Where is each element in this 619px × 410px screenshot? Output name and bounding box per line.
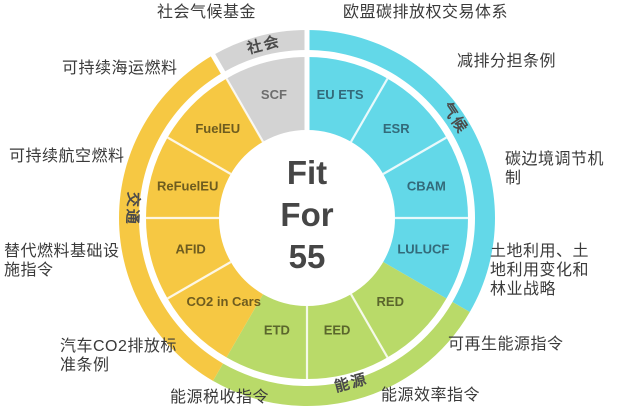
segment-label-eu-ets: EU ETS <box>317 87 364 102</box>
segment-label-afid: AFID <box>175 242 205 257</box>
segment-label-lulucf: LULUCF <box>397 242 449 257</box>
segment-label-red: RED <box>377 294 404 309</box>
segment-lulucf <box>383 218 469 299</box>
category-arc-transport <box>119 55 223 381</box>
outer-ring-gap <box>207 48 228 78</box>
segment-etd <box>226 294 307 379</box>
callout-esr: 减排分担条例 <box>457 53 557 70</box>
segment-divider <box>382 136 447 175</box>
callout-afid: 替代燃料基础设 施指令 <box>4 243 120 279</box>
callout-lulucf: 土地利用、土 地利用变化和 林业战略 <box>490 243 590 298</box>
segment-label-etd: ETD <box>264 323 290 338</box>
callout-co2-in-cars: 汽车CO2排放标 准条例 <box>60 338 177 374</box>
callout-refueleu: 可持续航空燃料 <box>9 148 125 165</box>
segment-eed <box>307 294 388 379</box>
category-arc-climate <box>307 30 495 312</box>
segment-label-co2-in-cars: CO2 in Cars <box>187 294 261 309</box>
callout-eu-ets: 欧盟碳排放权交易体系 <box>343 4 509 21</box>
segment-divider <box>167 261 232 300</box>
segment-scf <box>226 57 307 142</box>
category-label-society: 社会 <box>244 32 282 58</box>
callout-red: 可再生能源指令 <box>448 336 564 353</box>
callout-cbam: 碳边境调节机制 <box>505 151 605 187</box>
segment-divider <box>350 293 389 358</box>
callout-eed: 能源效率指令 <box>381 387 481 404</box>
segment-label-scf: SCF <box>261 87 287 102</box>
segment-label-fueleu: FuelEU <box>195 121 240 136</box>
segment-label-esr: ESR <box>383 121 410 136</box>
segment-eu-ets <box>307 57 388 142</box>
segment-divider <box>350 78 389 143</box>
segment-divider <box>167 136 232 175</box>
segment-divider <box>225 78 264 143</box>
segment-label-eed: EED <box>324 323 351 338</box>
callout-etd: 能源税收指令 <box>170 389 270 406</box>
callout-scf: 社会气候基金 <box>157 4 257 21</box>
category-arc-society <box>213 30 307 73</box>
category-label-transport: 交通 <box>123 191 143 226</box>
segment-refueleu <box>146 137 231 218</box>
segment-cbam <box>383 137 468 218</box>
category-arc-energy <box>213 302 470 406</box>
segment-label-refueleu: ReFuelEU <box>157 179 218 194</box>
callout-fueleu: 可持续海运燃料 <box>62 60 178 77</box>
segment-afid <box>146 218 231 299</box>
segment-label-cbam: CBAM <box>407 179 446 194</box>
